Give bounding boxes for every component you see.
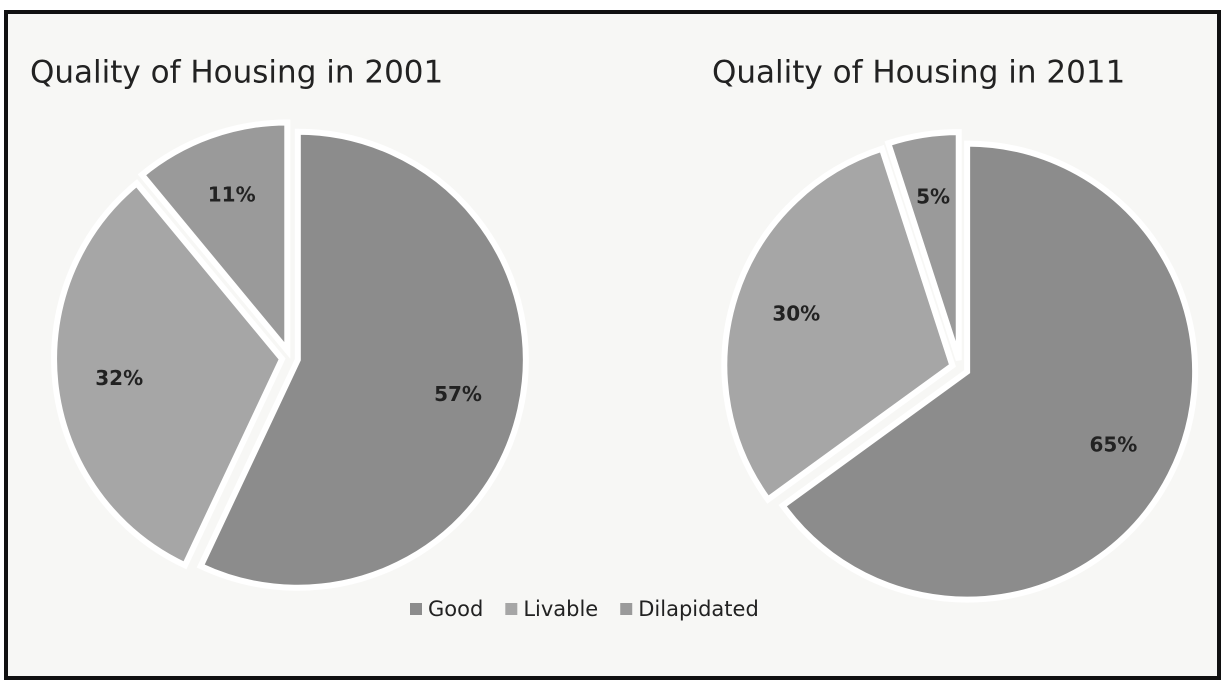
pie-slice [721, 144, 956, 504]
legend-label: Good [428, 597, 483, 621]
pie-slice [778, 140, 1199, 603]
pie-slice [51, 179, 286, 570]
legend-label: Dilapidated [638, 597, 759, 621]
pie-slice [884, 129, 962, 362]
data-label: 32% [95, 366, 143, 390]
legend-swatch [505, 603, 518, 615]
chart-title: Quality of Housing in 2001 [30, 55, 443, 91]
data-label: 57% [434, 382, 482, 406]
legend-label: Livable [523, 597, 598, 621]
data-label: 65% [1089, 433, 1137, 457]
data-label: 5% [916, 184, 950, 208]
pie-slice [196, 128, 529, 591]
data-label: 11% [208, 183, 256, 207]
pie-slice [137, 119, 291, 359]
data-label: 30% [772, 301, 820, 325]
legend-swatch [620, 603, 633, 615]
legend-swatch [410, 603, 422, 615]
chart-title: Quality of Housing in 2011 [712, 55, 1125, 91]
